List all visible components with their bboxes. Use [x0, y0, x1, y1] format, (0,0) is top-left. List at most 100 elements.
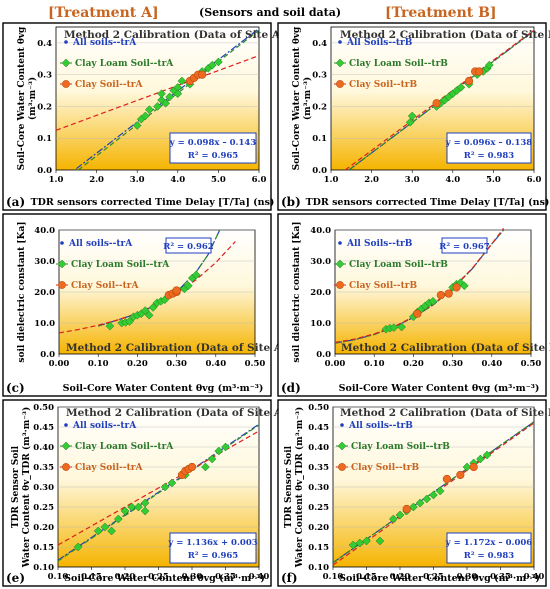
data-point-clay-loam — [355, 538, 365, 548]
legend-marker-clay-loam — [335, 259, 345, 269]
y-axis-label: TDR Sensor Soil — [11, 445, 21, 528]
data-point-clay-loam — [214, 446, 224, 456]
data-point-clay-loam — [153, 102, 162, 111]
x-tick-label: 2.0 — [89, 175, 104, 185]
markers — [73, 442, 230, 552]
r2-text: R² = 0.965 — [188, 151, 239, 161]
y-tick-label: 0.30 — [308, 483, 329, 493]
legend-label-clay: Clay Soil--trB — [351, 463, 419, 473]
data-point-clay — [432, 99, 441, 108]
fit-line-all — [57, 423, 260, 561]
x-tick-label: 0.10 — [88, 359, 109, 369]
x-tick-label: 0.30 — [457, 572, 478, 582]
legend-marker-clay-loam — [57, 259, 67, 269]
y-tick-label: 0.25 — [308, 503, 329, 513]
legend-label-clay-loam: Clay Loam Soil--trB — [349, 260, 448, 270]
x-axis-label: TDR sensors corrected Time Delay [T/Ta] … — [31, 197, 275, 208]
panel-label: (e) — [6, 571, 25, 585]
fit-line-all — [75, 28, 260, 170]
data-point-clay-loam — [144, 310, 154, 320]
equation-box — [165, 237, 212, 254]
data-point-clay-loam — [388, 514, 398, 524]
data-point-clay-loam — [105, 321, 115, 331]
legend-marker-all — [340, 423, 344, 427]
panel-e: 0.10 0.15 0.20 0.25 0.30 0.35 0.40 0.45 0.50 0.10… — [2, 399, 287, 587]
data-point-clay — [442, 474, 452, 484]
data-point-clay-loam — [93, 526, 103, 536]
legend: All soils--trA Clay Loam Soil--trA Clay So… — [56, 239, 170, 291]
data-point-clay-loam — [405, 117, 415, 127]
y-tick-label: 0.35 — [308, 463, 329, 473]
y-tick-label: 0.1 — [312, 134, 327, 144]
x-tick-label: 0.15 — [356, 572, 377, 582]
data-point-clay-loam — [165, 92, 175, 102]
x-tick-label: 0.40 — [481, 359, 502, 369]
y-tick-label: 0.3 — [37, 71, 52, 81]
panel-title: Method 2 Calibration (Data of Site B) — [340, 407, 550, 419]
legend-marker-clay — [62, 463, 70, 471]
data-point-clay-loam — [184, 281, 193, 291]
data-point-clay-loam — [221, 442, 230, 452]
x-tick-label: 0.30 — [182, 572, 203, 582]
panel-title: Method 2 Calibration (Data of Site B) — [340, 29, 550, 41]
y-tick-label: 0.40 — [33, 443, 54, 453]
equation-box — [446, 532, 532, 564]
data-point-clay-loam — [395, 510, 405, 520]
x-tick-label: 0.40 — [524, 572, 545, 582]
r2-text: R² = 0.965 — [188, 551, 239, 561]
y-axis-label: soil dielectric constant [Ka] — [17, 221, 27, 362]
y-axis-label: (m³·m⁻³) — [302, 77, 313, 120]
y-tick-label: 0.20 — [308, 523, 329, 533]
y-tick-label: 10.0 — [310, 319, 331, 329]
legend-label-clay-loam: Clay Loam Soil--trA — [71, 260, 170, 270]
y-axis-label: Soil-Core Water Content θvg — [17, 26, 27, 170]
data-point-clay — [444, 289, 453, 298]
equation-text: y = 1.136x + 0.003 — [167, 538, 257, 548]
data-point-clay-loam — [207, 454, 217, 464]
data-point-clay-loam — [140, 111, 150, 121]
equation-box — [446, 132, 532, 164]
x-tick-label: 0.20 — [390, 572, 411, 582]
data-point-clay — [469, 462, 478, 472]
legend-label-all: All Soils--trB — [346, 239, 413, 249]
data-point-clay-loam — [157, 89, 166, 99]
panel-a: 0.0 0.1 0.2 0.3 0.4 1.0 2.0 3.0 4.0 5.0 6.0 Method … — [2, 22, 285, 211]
legend: All soils--trA Clay Loam Soil--trA Clay So… — [60, 38, 174, 90]
x-axis-label: Soil-Core Water Content θvg (m³·m⁻³) — [339, 383, 540, 394]
data-point-clay — [475, 67, 484, 76]
y-tick-label: 30.0 — [310, 257, 331, 267]
x-tick-label: 0.40 — [249, 572, 270, 582]
y-tick-label: 10.0 — [34, 319, 55, 329]
data-point-clay-loam — [160, 482, 170, 492]
legend-label-clay-loam: Clay Loam Soil--trA — [75, 442, 174, 452]
data-point-clay-loam — [73, 542, 83, 552]
legend-marker-clay-loam — [61, 58, 71, 68]
equation-box — [169, 532, 257, 564]
y-tick-label: 0.45 — [33, 423, 54, 433]
data-point-clay — [456, 470, 465, 480]
data-point-clay — [402, 504, 411, 514]
data-point-clay — [436, 291, 445, 300]
data-point-clay-loam — [476, 454, 485, 464]
data-point-clay — [187, 462, 197, 472]
treatment-a-label: [Treatment A] — [48, 5, 159, 21]
x-tick-label: 1.0 — [324, 175, 339, 185]
legend-marker-clay-loam — [61, 441, 71, 451]
equation-text: y = 0.098x – 0.143 — [169, 138, 257, 148]
x-tick-label: 0.10 — [364, 359, 385, 369]
panel-label: (c) — [6, 381, 25, 395]
y-axis-label: Water Content θv_TDR (m³·m⁻³) — [21, 407, 32, 569]
x-tick-label: 0.35 — [215, 572, 236, 582]
y-tick-label: 0.45 — [308, 423, 329, 433]
panel-b: 0.0 0.1 0.2 0.3 0.4 1.0 2.0 3.0 4.0 5.0 6.0 Method … — [277, 22, 550, 211]
y-tick-label: 0.0 — [312, 166, 327, 176]
legend-marker-clay — [58, 281, 66, 289]
x-tick-label: 0.50 — [521, 359, 542, 369]
x-axis-label: Soil-Core Water Content θvg (m³·m⁻³) — [63, 383, 264, 394]
treatment-b-label: [Treatment B] — [385, 5, 497, 21]
y-tick-label: 40.0 — [34, 226, 55, 236]
panel-title: Method 2 Calibration (Data of Site A) — [66, 342, 287, 354]
panel-label: (b) — [281, 195, 301, 209]
data-point-clay-loam — [214, 57, 223, 67]
y-tick-label: 20.0 — [34, 288, 55, 298]
